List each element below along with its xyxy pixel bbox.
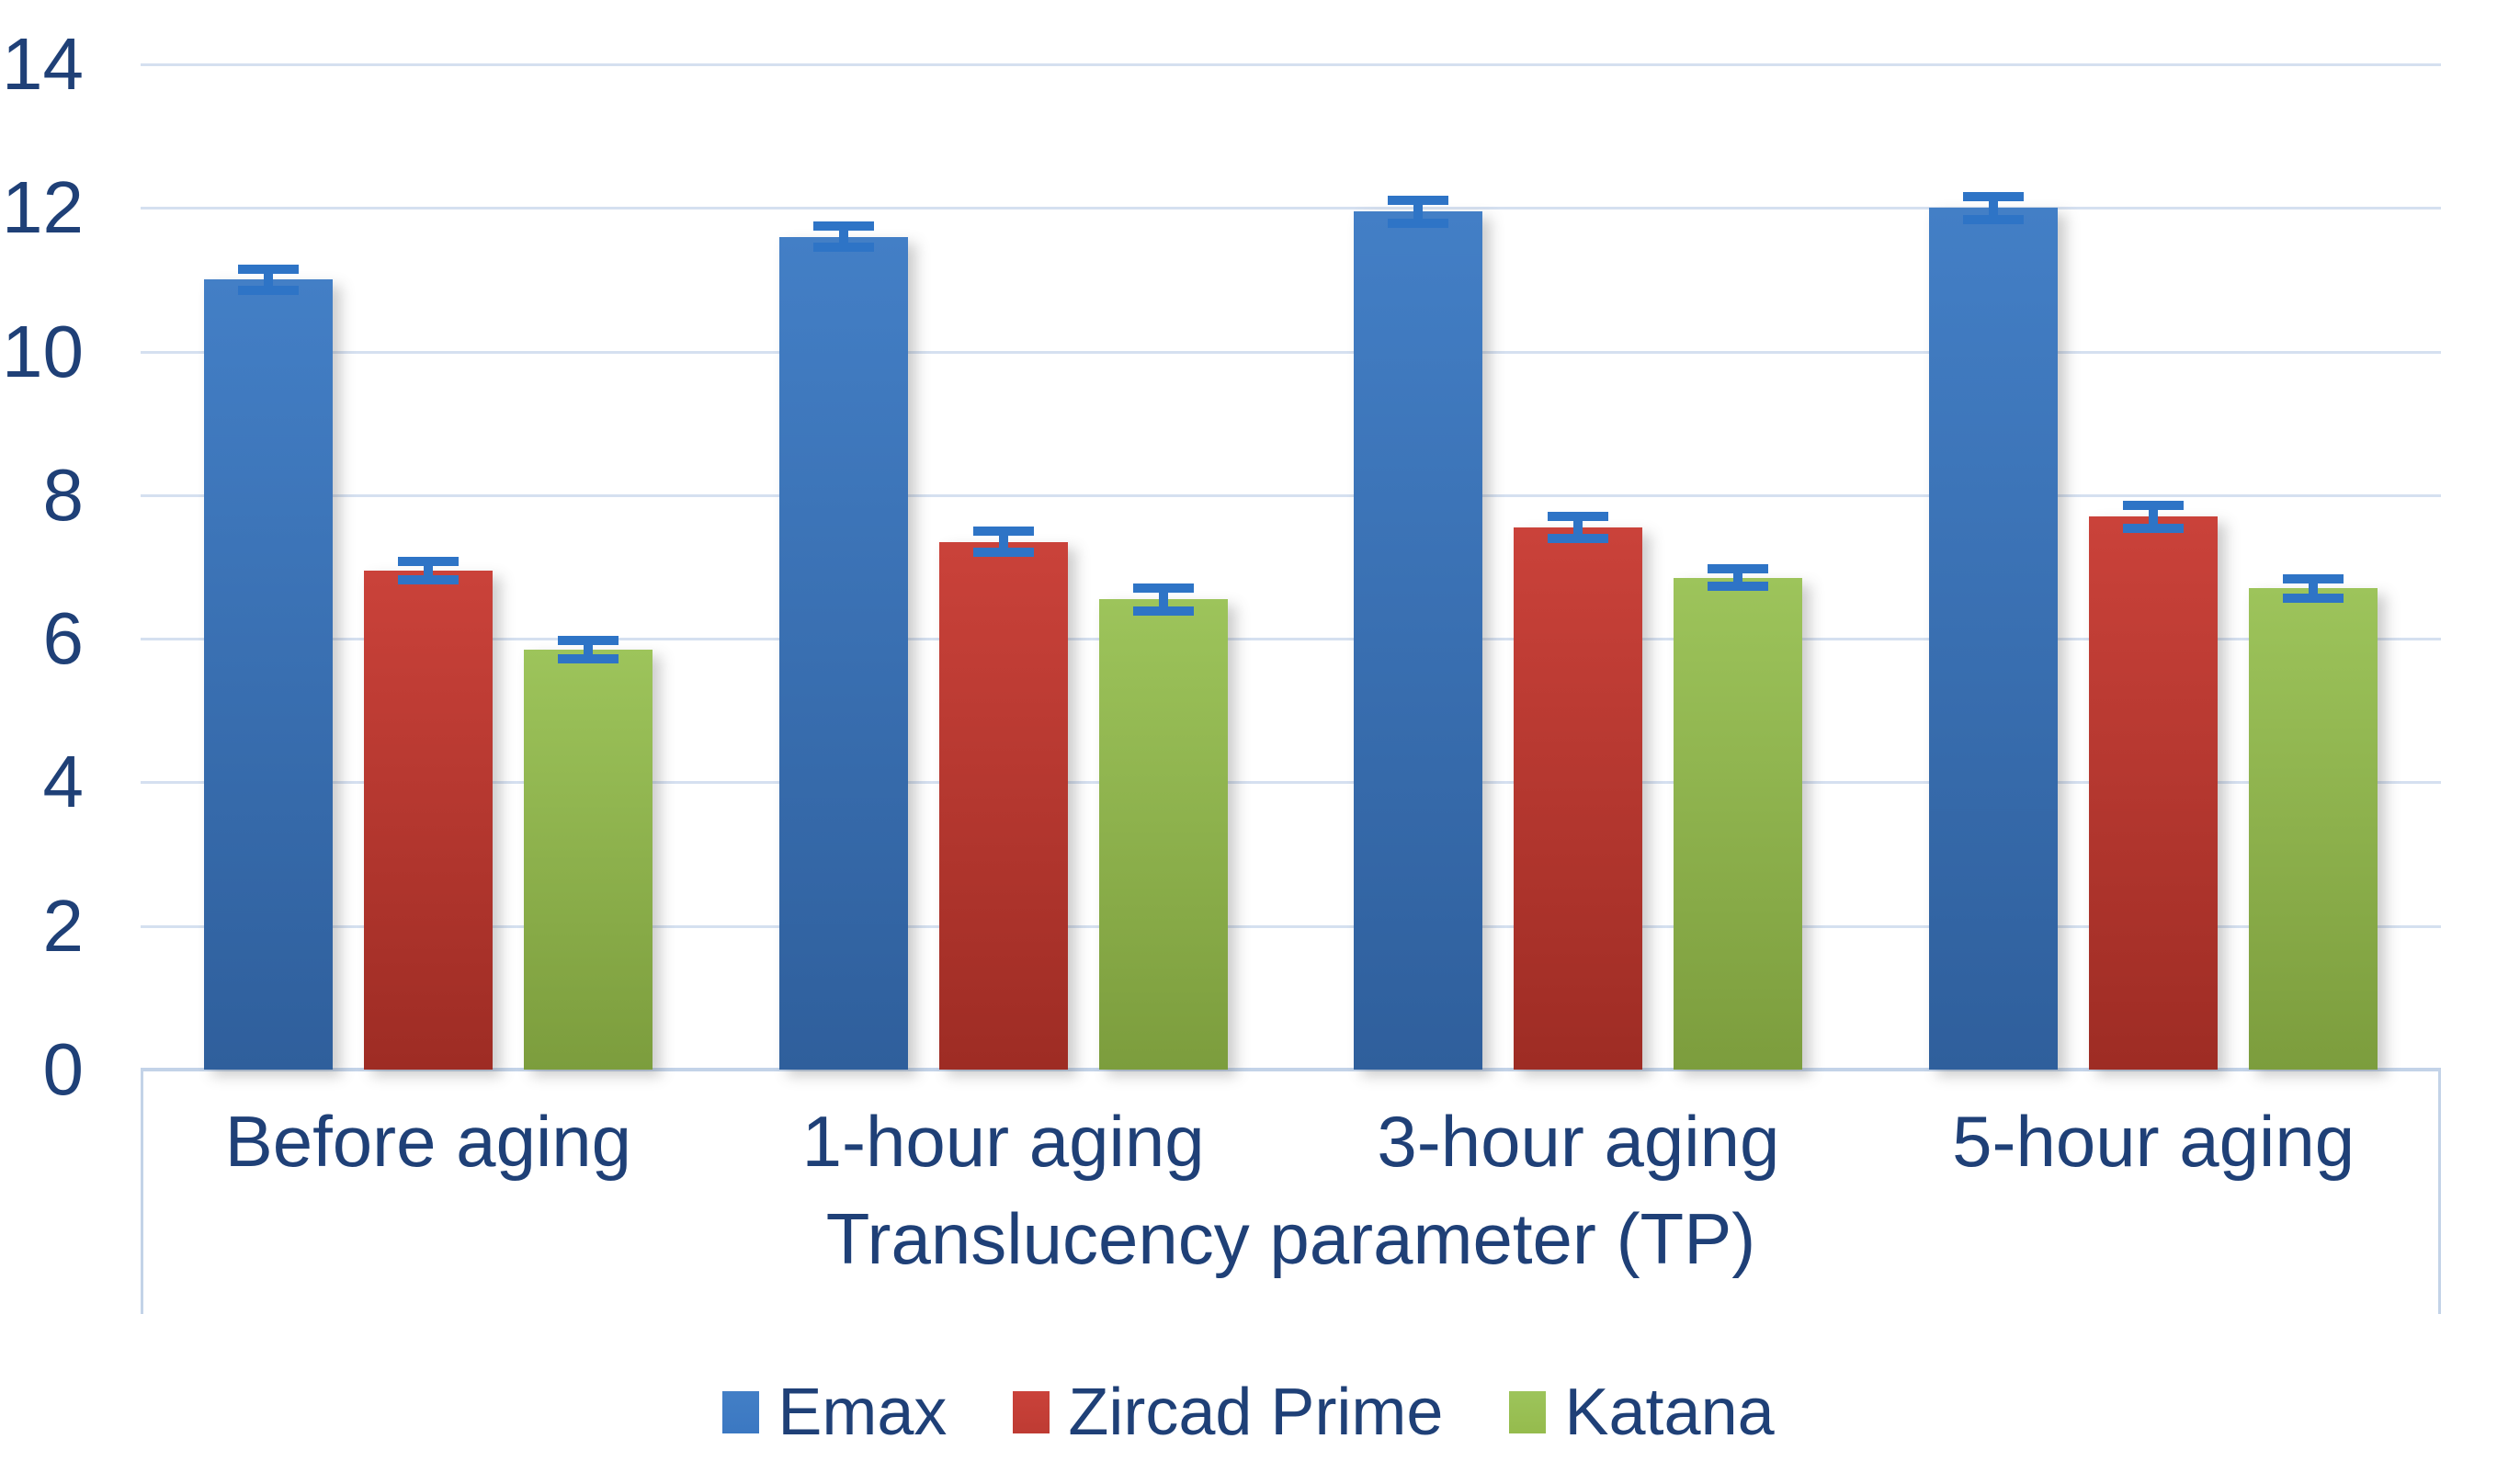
bar-katana-5-hour-aging (2249, 588, 2378, 1070)
error-bar-cap-top (2283, 574, 2344, 584)
gridline (141, 638, 2441, 641)
error-bar-cap-bottom (237, 286, 299, 296)
error-bar-whisker (1413, 199, 1424, 223)
legend-label-emax: Emax (777, 1376, 948, 1449)
error-bar-whisker (1733, 569, 1743, 587)
plot-area (141, 63, 2441, 1071)
error-bar-cap-top (1708, 564, 1769, 574)
axis-area-border-left (141, 1070, 143, 1314)
legend-swatch-katana (1509, 1391, 1547, 1433)
error-bar-whisker (1158, 587, 1168, 611)
error-bar-whisker (1573, 516, 1583, 538)
legend-label-katana: Katana (1564, 1376, 1775, 1449)
legend-item-zircad-prime: Zircad Prime (1013, 1371, 1443, 1454)
legend-item-katana: Katana (1509, 1371, 1775, 1454)
bar-katana-3-hour-aging (1674, 577, 1803, 1070)
error-bar-cap-bottom (1548, 533, 1609, 543)
error-bar-cap-top (972, 526, 1034, 536)
error-bar-whisker (263, 268, 273, 291)
error-bar-whisker (838, 225, 848, 248)
error-bar-whisker (583, 640, 593, 660)
error-bar-cap-top (2123, 500, 2185, 510)
x-axis-title: Translucency parameter (TP) (825, 1198, 1756, 1279)
y-tick-label: 0 (42, 1028, 85, 1110)
legend-label-zircad-prime: Zircad Prime (1068, 1376, 1444, 1449)
x-axis-line (141, 1068, 2441, 1071)
error-bar-cap-bottom (1388, 218, 1449, 228)
y-tick-label: 12 (2, 166, 84, 249)
x-category-label-1-hour-aging: 1-hour aging (801, 1101, 1205, 1182)
error-bar-cap-bottom (2123, 523, 2185, 533)
legend-item-emax: Emax (722, 1371, 947, 1454)
error-bar-whisker (423, 561, 433, 581)
x-category-label-3-hour-aging: 3-hour aging (1377, 1101, 1780, 1182)
error-bar-cap-top (1963, 191, 2025, 201)
y-tick-label: 10 (2, 310, 84, 392)
error-bar-whisker (2309, 579, 2319, 598)
bar-emax-before-aging (203, 279, 333, 1070)
error-bar-whisker (998, 530, 1008, 553)
y-tick-label: 6 (42, 597, 85, 680)
error-bar-cap-top (1388, 195, 1449, 205)
error-bar-cap-top (1548, 512, 1609, 522)
bar-zircad-prime-5-hour-aging (2089, 516, 2219, 1070)
bar-zircad-prime-1-hour-aging (938, 541, 1068, 1070)
y-tick-label: 8 (42, 453, 85, 536)
error-bar-cap-bottom (557, 654, 619, 664)
gridline (141, 781, 2441, 785)
gridline (141, 207, 2441, 210)
bar-emax-3-hour-aging (1354, 211, 1483, 1070)
bar-emax-5-hour-aging (1929, 208, 2059, 1070)
error-bar-cap-bottom (1132, 606, 1194, 616)
bar-emax-1-hour-aging (778, 236, 908, 1070)
gridline (141, 63, 2441, 66)
bar-zircad-prime-before-aging (363, 570, 493, 1070)
legend-swatch-zircad-prime (1013, 1391, 1050, 1433)
y-tick-label: 2 (42, 884, 85, 967)
error-bar-cap-bottom (1708, 582, 1769, 592)
bar-katana-1-hour-aging (1098, 599, 1228, 1070)
axis-area-border-right (2438, 1070, 2441, 1314)
y-tick-label: 4 (42, 741, 85, 823)
error-bar-whisker (2149, 504, 2159, 528)
error-bar-cap-top (237, 264, 299, 274)
error-bar-cap-top (397, 556, 459, 566)
error-bar-cap-top (812, 221, 874, 231)
error-bar-cap-top (1132, 583, 1194, 593)
bar-katana-before-aging (523, 649, 653, 1070)
bar-zircad-prime-3-hour-aging (1514, 527, 1643, 1070)
error-bar-cap-bottom (972, 548, 1034, 558)
error-bar-cap-bottom (2283, 593, 2344, 603)
gridline (141, 493, 2441, 497)
gridline (141, 350, 2441, 354)
error-bar-cap-top (557, 635, 619, 645)
legend-swatch-emax (722, 1391, 760, 1433)
x-category-label-before-aging: Before aging (224, 1101, 632, 1182)
error-bar-cap-bottom (812, 243, 874, 253)
y-tick-label: 14 (2, 23, 84, 105)
legend: Emax Zircad Prime Katana (0, 1371, 2497, 1454)
gridline (141, 924, 2441, 928)
x-category-label-5-hour-aging: 5-hour aging (1952, 1101, 2355, 1182)
error-bar-cap-bottom (397, 575, 459, 585)
error-bar-whisker (1989, 196, 1999, 220)
error-bar-cap-bottom (1963, 214, 2025, 224)
